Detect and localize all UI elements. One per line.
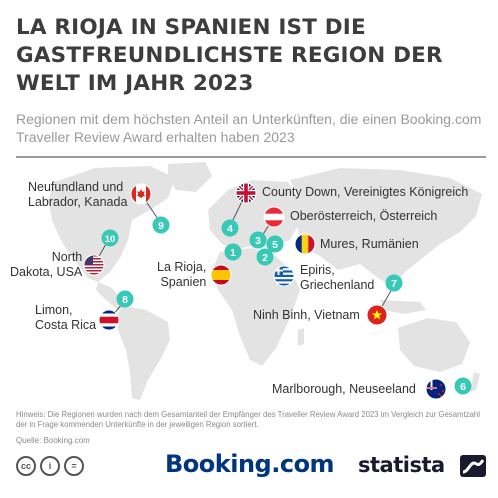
region-label-1: La Rioja, Spanien xyxy=(157,260,206,290)
rank-marker-4: 4 xyxy=(221,219,239,237)
region-label-9: Neufundland und Labrador, Kanada xyxy=(28,180,127,210)
world-map: 1 2 3 4 5 6 7 8 9 10 La Rioja, Spanien Epiris, Griec… xyxy=(0,160,498,405)
rank-marker-circle xyxy=(152,216,170,234)
rank-marker-6: 6 xyxy=(454,377,472,395)
canada-flag-icon xyxy=(130,183,152,205)
rank-number: 1 xyxy=(230,247,236,259)
region-label-line: Costa Rica xyxy=(35,318,97,332)
madagascar-shape xyxy=(298,328,304,346)
rank-marker-circle xyxy=(116,290,134,308)
costa-rica-flag-icon xyxy=(98,309,120,331)
rank-marker-circle xyxy=(101,229,119,247)
vietnam-flag-icon xyxy=(366,304,388,326)
land-masses xyxy=(48,162,482,400)
usa-flag-icon xyxy=(83,254,105,276)
chart-title: LA RIOJA IN SPANIEN IST DIE GASTFREUNDLI… xyxy=(16,15,443,96)
rank-marker-1: 1 xyxy=(224,243,242,261)
license-icons: cc i = xyxy=(16,456,84,476)
region-label-line: Dakota, USA xyxy=(10,265,83,279)
region-label-4: County Down, Vereinigtes Königreich xyxy=(262,185,468,200)
flags xyxy=(83,182,447,400)
cc-icon: cc xyxy=(16,456,36,476)
region-label-line: Labrador, Kanada xyxy=(28,195,128,209)
region-label-5: Mures, Rumänien xyxy=(320,237,419,252)
region-label-6: Marlborough, Neuseeland xyxy=(272,382,416,397)
greece-flag-icon xyxy=(273,265,295,287)
rank-number: 8 xyxy=(122,294,128,306)
greenland-shape xyxy=(168,162,212,192)
region-label-line: Mures, Rumänien xyxy=(320,237,419,251)
asia-shape xyxy=(290,168,482,286)
divider xyxy=(16,156,486,158)
rank-marker-9: 9 xyxy=(152,216,170,234)
region-label-line: Epiris, xyxy=(300,263,335,277)
region-label-7: Ninh Binh, Vietnam xyxy=(253,308,360,323)
new-zealand-shape xyxy=(470,372,480,392)
rank-number: 9 xyxy=(158,220,164,232)
rank-marker-circle xyxy=(221,219,239,237)
nd-icon: = xyxy=(64,456,84,476)
rank-marker-8: 8 xyxy=(116,290,134,308)
chart-subtitle: Regionen mit dem höchsten Anteil an Unte… xyxy=(16,111,482,145)
region-label-8: Limon, Costa Rica xyxy=(35,303,96,333)
spain-flag-icon xyxy=(210,264,232,286)
rank-number: 10 xyxy=(105,234,116,245)
region-label-10: North Dakota, USA xyxy=(10,250,82,280)
region-label-line: Limon, xyxy=(35,303,73,317)
rank-marker-circle xyxy=(385,274,403,292)
new-zealand-flag-icon xyxy=(425,378,447,400)
region-label-3: Oberösterreich, Österreich xyxy=(290,209,437,224)
by-icon: i xyxy=(40,456,60,476)
rank-marker-2: 2 xyxy=(256,248,274,266)
rank-marker-circle xyxy=(249,231,267,249)
region-label-line: La Rioja, xyxy=(157,260,207,274)
rank-number: 3 xyxy=(255,235,261,247)
rank-number: 5 xyxy=(272,239,278,251)
rank-number: 4 xyxy=(227,223,233,235)
rank-marker-3: 3 xyxy=(249,231,267,249)
rank-marker-circle xyxy=(266,235,284,253)
region-label-line: Ninh Binh, Vietnam xyxy=(253,308,360,322)
indonesia-shape xyxy=(380,300,426,314)
region-label-line: Neufundland und xyxy=(28,180,124,194)
rank-marker-7: 7 xyxy=(385,274,403,292)
region-label-line: Griechenland xyxy=(300,278,375,292)
rank-marker-5: 5 xyxy=(266,235,284,253)
austria-flag-icon xyxy=(263,206,285,228)
australia-shape xyxy=(398,318,470,372)
rank-marker-circle xyxy=(454,377,472,395)
region-label-2: Epiris, Griechenland xyxy=(300,263,374,293)
region-label-line: Spanien xyxy=(160,275,207,289)
footnote: Hinweis: Die Regionen wurden nach dem Ge… xyxy=(16,410,480,429)
region-label-line: Oberösterreich, Österreich xyxy=(290,209,438,223)
region-label-line: North xyxy=(51,250,83,264)
region-label-line: Marlborough, Neuseeland xyxy=(272,382,416,396)
rank-marker-10: 10 xyxy=(101,229,119,247)
south-america-shape xyxy=(116,306,170,400)
statista-logo-mark-icon xyxy=(460,455,486,477)
rank-marker-circle xyxy=(224,243,242,261)
uk-flag-icon xyxy=(235,182,257,204)
rank-number: 2 xyxy=(262,252,268,264)
rank-number: 6 xyxy=(460,381,466,393)
rank-number: 7 xyxy=(391,278,397,290)
source-text: Quelle: Booking.com xyxy=(16,436,90,445)
statista-logo: statista xyxy=(358,453,445,477)
region-label-line: County Down, Vereinigtes Königreich xyxy=(262,185,469,199)
booking-logo: Booking.com xyxy=(165,450,335,478)
rank-marker-circle xyxy=(256,248,274,266)
romania-flag-icon xyxy=(294,233,316,255)
